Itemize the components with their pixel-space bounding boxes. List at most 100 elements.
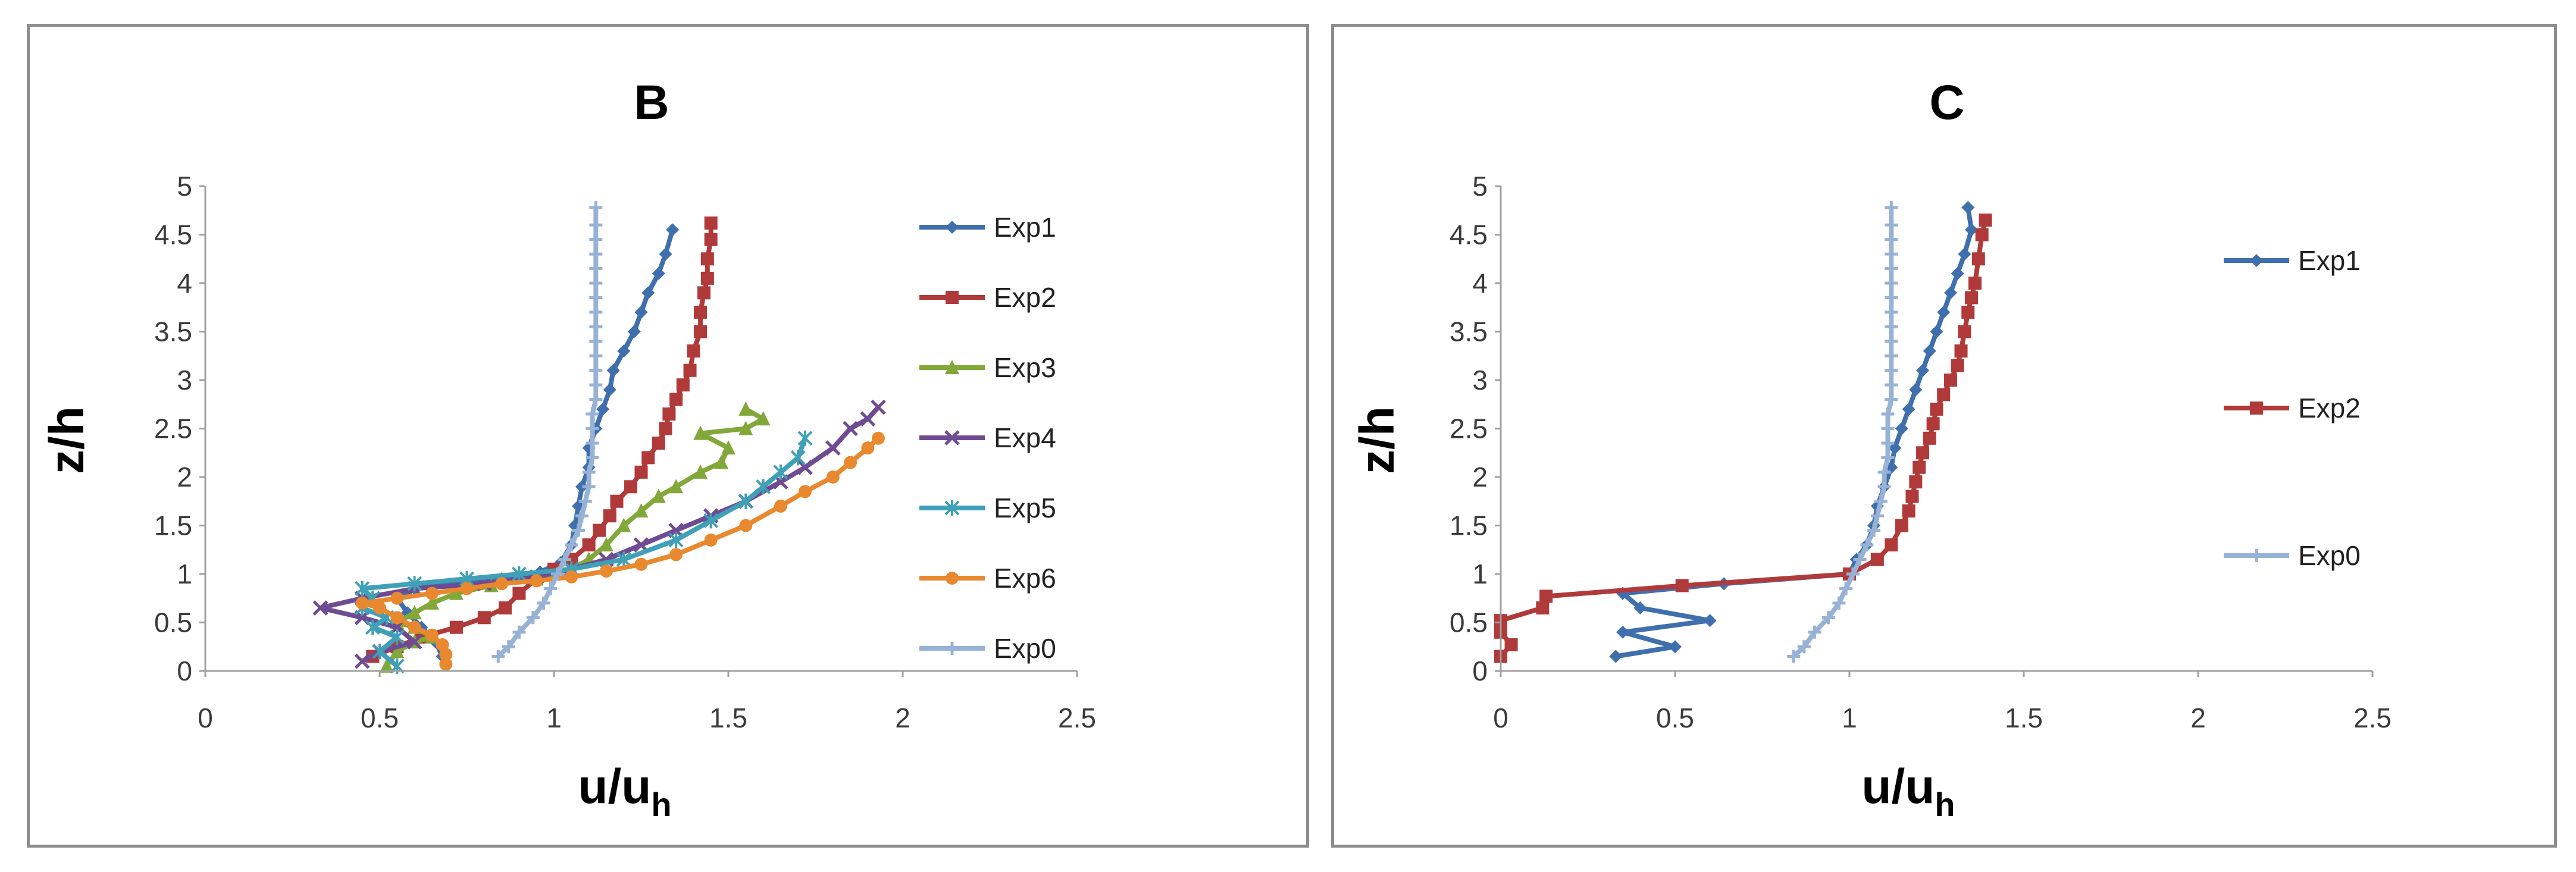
chart-c-series-exp1 <box>1609 200 1979 663</box>
chart-c-y-tick-label: 1 <box>1472 559 1488 589</box>
chart-c-point-exp0 <box>1881 422 1895 435</box>
chart-b-point-exp6 <box>704 533 718 547</box>
chart-b-point-exp6 <box>390 591 404 605</box>
chart-c-point-exp0 <box>1797 640 1811 654</box>
chart-c-point-exp2 <box>1954 344 1968 358</box>
chart-c-legend-label-exp0: Exp0 <box>2298 540 2361 571</box>
chart-c-point-exp2 <box>1979 214 1992 227</box>
chart-b-point-exp0 <box>589 291 603 305</box>
chart-c-point-exp0 <box>1885 334 1898 348</box>
chart-c-point-exp2 <box>1885 538 1898 552</box>
chart-c-point-exp2 <box>1937 388 1951 402</box>
chart-c-point-exp2 <box>1902 504 1915 518</box>
chart-c-series-exp0 <box>1787 200 1898 663</box>
chart-b-point-exp3 <box>634 503 649 518</box>
chart-c-point-exp2 <box>1675 579 1689 592</box>
chart-b-legend-marker-exp4 <box>944 430 960 446</box>
chart-c-point-exp0 <box>1885 291 1898 305</box>
chart-c-point-exp0 <box>1885 378 1898 392</box>
chart-c-point-exp1 <box>1916 363 1930 377</box>
chart-c-y-tick-label: 4.5 <box>1450 219 1488 250</box>
chart-b-point-exp2 <box>669 393 683 406</box>
chart-b-point-exp2 <box>593 523 606 537</box>
chart-b-x-tick-label: 1 <box>546 702 562 733</box>
chart-c-point-exp0 <box>1885 200 1898 214</box>
chart-b-y-tick-label: 1 <box>177 559 192 589</box>
chart-b-x-tick-label: 1.5 <box>709 702 747 733</box>
chart-b-point-exp2 <box>683 363 697 377</box>
chart-b-point-exp3 <box>424 595 439 610</box>
chart-b-point-exp6 <box>669 548 683 562</box>
chart-b-series-exp6 <box>355 431 885 671</box>
chart-c-legend-marker-exp0 <box>2250 549 2263 562</box>
chart-b-point-exp2 <box>694 325 708 338</box>
chart-c-point-exp0 <box>1846 567 1860 581</box>
chart-b-point-exp1 <box>606 363 620 377</box>
chart-b-point-exp6 <box>599 564 613 578</box>
chart-b-point-exp5 <box>773 464 788 480</box>
chart-c-point-exp1 <box>1669 640 1682 654</box>
chart-b-y-tick-label: 5 <box>177 171 192 202</box>
chart-c-point-exp0 <box>1860 538 1874 552</box>
chart-b-point-exp2 <box>700 271 714 285</box>
chart-c-svg: C 0 0.5 1 1.5 2 2.5 3 3.5 4 4.5 5 0 0.5 1 1.5 2 2.5 Exp1… <box>1350 76 2392 823</box>
chart-b-legend-item-exp2: Exp2 <box>919 282 1056 313</box>
chart-b-point-exp0 <box>589 334 603 348</box>
chart-b-legend-item-exp5: Exp5 <box>919 493 1056 523</box>
chart-b-point-exp3 <box>721 440 735 455</box>
chart-b-point-exp0 <box>578 494 592 508</box>
chart-b-point-exp6 <box>436 638 449 651</box>
chart-b-point-exp6 <box>739 519 753 532</box>
chart-b-point-exp0 <box>586 407 599 421</box>
chart-b-x-tick-label: 2.5 <box>1058 702 1096 733</box>
chart-panel-c: C 0 0.5 1 1.5 2 2.5 3 3.5 4 4.5 5 0 0.5 1 1.5 2 2.5 Exp1… <box>1331 24 2557 848</box>
chart-c-point-exp2 <box>1870 553 1884 566</box>
chart-b-legend-label-exp5: Exp5 <box>994 493 1056 523</box>
chart-b-point-exp0 <box>589 277 603 290</box>
chart-b-point-exp2 <box>697 286 710 300</box>
chart-b-point-exp0 <box>589 305 603 319</box>
chart-c-point-exp0 <box>1867 523 1881 537</box>
chart-b-y-axis-label: z/h <box>40 406 94 474</box>
chart-b-point-exp0 <box>512 625 526 639</box>
chart-c-plot-area <box>1494 200 1992 663</box>
chart-c-point-exp2 <box>1971 252 1985 266</box>
chart-c-point-exp0 <box>1877 465 1891 479</box>
chart-b-point-exp6 <box>425 586 439 600</box>
chart-c-legend-label-exp1: Exp1 <box>2298 245 2361 276</box>
chart-b-point-exp3 <box>651 488 666 503</box>
chart-c-x-tick-label: 0.5 <box>1656 702 1694 733</box>
chart-c-y-tick-label: 2.5 <box>1450 413 1488 444</box>
chart-c-point-exp1 <box>1930 325 1943 338</box>
chart-b-point-exp5 <box>616 551 631 567</box>
chart-c-point-exp1 <box>1633 601 1647 615</box>
chart-b-point-exp0 <box>544 582 558 595</box>
chart-b-point-exp1 <box>641 286 655 300</box>
chart-b-y-tick-label: 0 <box>177 655 192 686</box>
chart-c-x-axis-label-sub: h <box>1935 786 1955 823</box>
chart-b-point-exp3 <box>390 644 405 658</box>
chart-c-point-exp0 <box>1832 596 1846 610</box>
chart-b-point-exp0 <box>589 200 603 214</box>
chart-c-series-line-exp1 <box>1615 207 1974 659</box>
chart-b-point-exp0 <box>589 349 603 363</box>
chart-c-point-exp1 <box>1923 344 1936 358</box>
chart-b-point-exp1 <box>575 480 589 494</box>
chart-b-point-exp3 <box>714 454 729 469</box>
chart-c-point-exp2 <box>1965 291 1979 305</box>
chart-b-point-exp2 <box>700 252 714 266</box>
chart-c-point-exp0 <box>1874 494 1888 508</box>
chart-b-point-exp4 <box>354 653 370 669</box>
chart-c-series-exp2 <box>1494 214 1992 663</box>
chart-b-point-exp2 <box>694 305 708 319</box>
chart-b-legend-label-exp0: Exp0 <box>994 633 1056 664</box>
chart-c-point-exp2 <box>1909 475 1923 489</box>
chart-b-point-exp0 <box>586 451 599 465</box>
chart-b-point-exp4 <box>312 600 328 616</box>
chart-c-point-exp0 <box>1877 480 1891 494</box>
chart-b-legend-marker-exp6 <box>946 572 959 585</box>
chart-c-point-exp2 <box>1536 601 1550 615</box>
chart-c-point-exp2 <box>1539 589 1553 603</box>
chart-b-y-tick-label: 2.5 <box>154 413 192 444</box>
chart-b-point-exp2 <box>582 538 596 552</box>
